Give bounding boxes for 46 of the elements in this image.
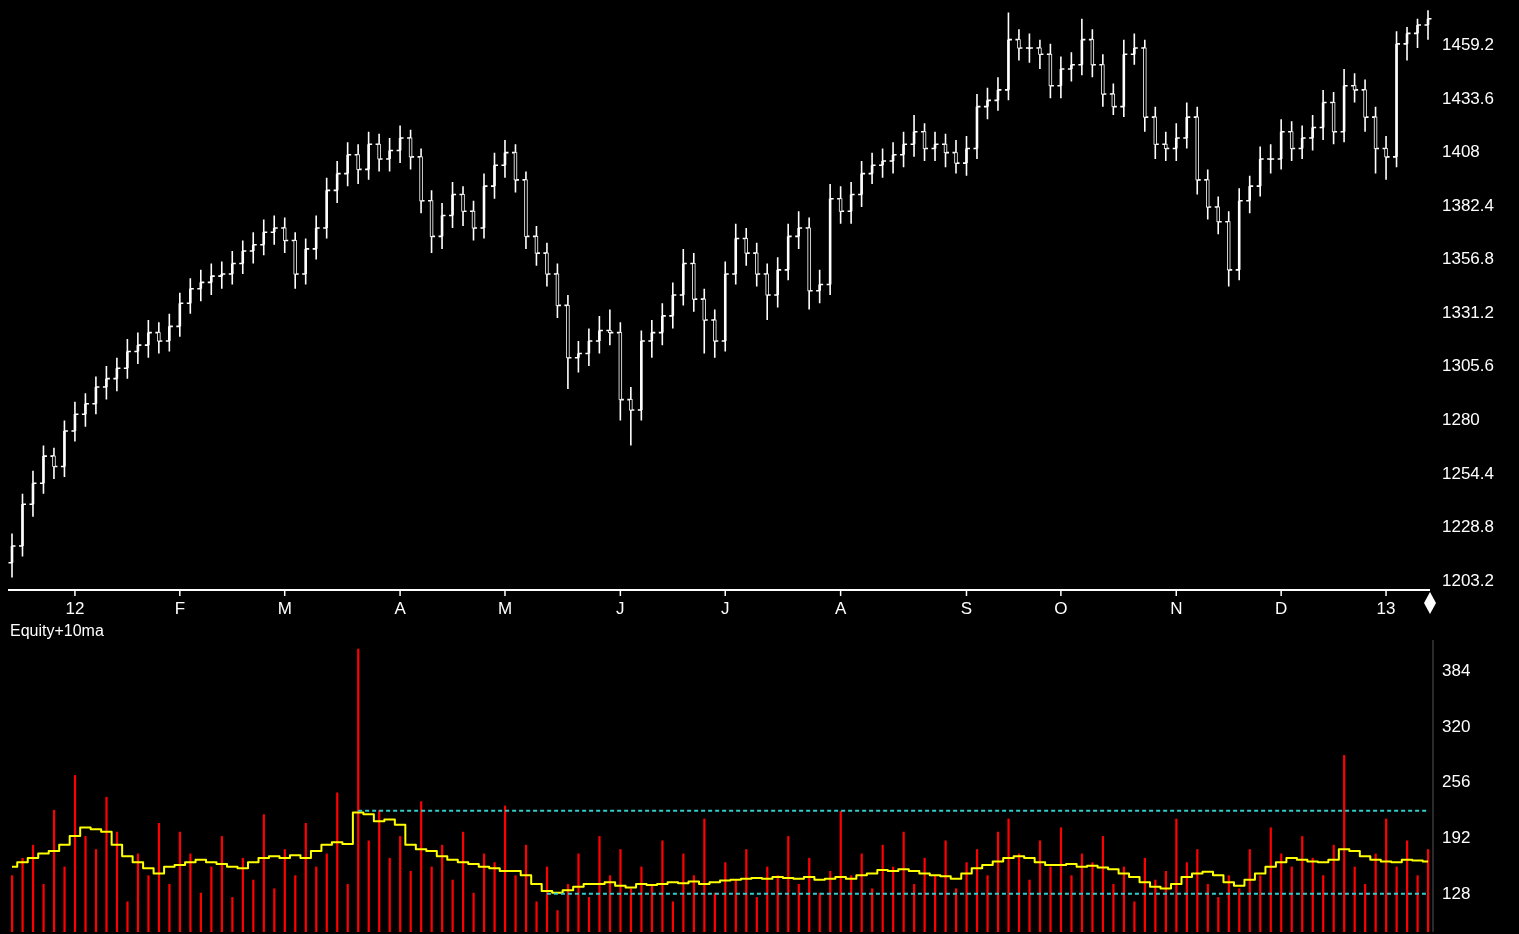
y-tick-label: 1433.6 (1442, 88, 1494, 108)
y-tick-label: 1382.4 (1442, 195, 1494, 215)
x-tick-label: J (720, 599, 730, 619)
candlestick (1331, 91, 1336, 146)
candlestick (471, 199, 476, 242)
y-tick-label: 128 (1442, 884, 1471, 903)
x-tick-label: 12 (65, 599, 85, 619)
candlestick (1090, 28, 1095, 79)
candlestick (1289, 120, 1294, 162)
x-tick-label: S (960, 599, 973, 619)
candlestick (513, 143, 518, 194)
x-tick-label: 13 (1376, 599, 1396, 619)
x-tick-label: F (174, 599, 186, 619)
y-tick-label: 1331.2 (1442, 302, 1494, 322)
candlestick (1352, 72, 1357, 104)
y-tick-label: 1280 (1442, 409, 1480, 429)
y-tick-label: 1228.8 (1442, 517, 1494, 537)
y-tick-label: 192 (1442, 828, 1471, 848)
y-tick-label: 256 (1442, 772, 1471, 792)
x-tick-label: A (834, 599, 847, 619)
y-tick-label: 384 (1442, 660, 1471, 680)
y-tick-label: 1305.6 (1442, 356, 1494, 376)
candlestick (922, 122, 927, 162)
y-tick-label: 1254.4 (1442, 463, 1494, 483)
y-tick-label: 1203.2 (1442, 570, 1494, 590)
candlestick (555, 262, 560, 319)
candlestick (838, 185, 843, 225)
x-tick-label: M (497, 599, 513, 619)
chart-title: Equity+10ma (10, 622, 104, 640)
x-tick-label: O (1054, 599, 1068, 619)
candlestick (534, 225, 539, 267)
x-tick-label: J (616, 599, 625, 619)
candlestick (1373, 105, 1378, 175)
candlestick (618, 321, 623, 422)
y-tick-label: 320 (1442, 716, 1471, 736)
y-tick-label: 1356.8 (1442, 249, 1494, 269)
x-tick-label: A (394, 599, 407, 619)
x-tick-label: N (1170, 599, 1183, 619)
y-tick-label: 1408 (1442, 142, 1480, 162)
candlestick (429, 189, 434, 254)
y-tick-label: 1459.2 (1442, 35, 1494, 55)
candlestick (408, 128, 413, 171)
candlestick (1111, 82, 1116, 116)
candlestick (1048, 43, 1053, 100)
x-tick-label: M (277, 599, 292, 619)
x-tick-label: D (1275, 599, 1288, 619)
